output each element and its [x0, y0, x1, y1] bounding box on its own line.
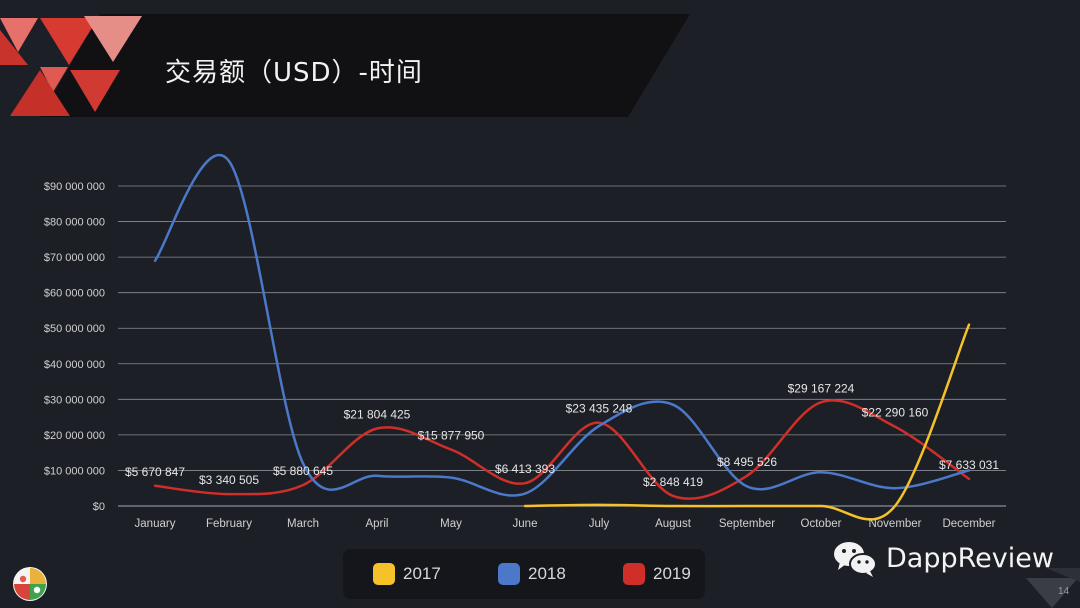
legend-label-2018: 2018 [528, 564, 566, 583]
data-label-2019: $21 804 425 [344, 407, 411, 421]
logo-triangle [70, 70, 120, 112]
data-point-2018 [228, 160, 231, 163]
x-tick-label: February [206, 518, 252, 530]
legend-item-2019: 2019 [623, 561, 691, 587]
data-point-2017 [672, 505, 675, 508]
data-point-2018 [154, 259, 157, 262]
logo-triangle [0, 30, 28, 65]
x-tick-label: January [135, 518, 176, 530]
data-point-2018 [746, 485, 749, 488]
data-label-2019: $15 877 950 [418, 429, 485, 443]
data-point-2019 [302, 484, 305, 487]
x-tick-label: May [440, 518, 462, 530]
legend-swatch-2018 [498, 563, 520, 585]
data-point-2017 [524, 505, 527, 508]
data-label-2019: $6 413 393 [495, 462, 555, 476]
data-label-2019: $3 340 505 [199, 473, 259, 487]
brand-watermark: DappReview [832, 538, 1054, 578]
chart-legend: 2017 2018 2019 [343, 549, 705, 599]
data-point-2019 [228, 493, 231, 496]
title-banner [0, 14, 690, 117]
data-point-2017 [968, 323, 971, 326]
data-point-2018 [376, 474, 379, 477]
legend-item-2018: 2018 [498, 561, 566, 587]
x-tick-label: March [287, 518, 319, 530]
data-label-2019: $23 435 248 [566, 402, 633, 416]
data-point-2017 [598, 503, 601, 506]
series-line-2019 [153, 399, 971, 500]
data-label-2019: $22 290 160 [862, 406, 929, 420]
data-point-2019 [820, 401, 823, 404]
y-tick-label: $0 [93, 501, 105, 513]
legend-label-2017: 2017 [403, 564, 441, 583]
data-point-2018 [820, 471, 823, 474]
y-tick-label: $80 000 000 [44, 217, 105, 229]
x-tick-label: September [719, 518, 775, 530]
legend-label-2019: 2019 [653, 564, 691, 583]
data-label-2019: $29 167 224 [788, 381, 855, 395]
data-point-2019 [672, 494, 675, 497]
dappreview-logo-icon [13, 567, 47, 601]
logo-triangle [10, 70, 70, 116]
logo-triangle [0, 18, 38, 52]
data-point-2019 [598, 421, 601, 424]
data-label-2019: $8 495 526 [717, 455, 777, 469]
data-point-2019 [376, 427, 379, 430]
data-point-2018 [450, 476, 453, 479]
x-tick-label: November [868, 518, 921, 530]
y-tick-label: $10 000 000 [44, 465, 105, 477]
x-tick-label: December [942, 518, 995, 530]
data-point-2019 [524, 482, 527, 485]
y-tick-label: $20 000 000 [44, 430, 105, 442]
brand-name: DappReview [886, 542, 1054, 574]
data-point-2019 [746, 474, 749, 477]
data-point-2018 [672, 403, 675, 406]
y-tick-label: $40 000 000 [44, 359, 105, 371]
data-label-2019: $5 880 645 [273, 464, 333, 478]
logo-triangle [84, 16, 142, 62]
legend-swatch-2017 [373, 563, 395, 585]
series-line-2017 [523, 323, 971, 521]
wechat-icon [834, 542, 877, 577]
data-label-2019: $2 848 419 [643, 475, 703, 489]
x-tick-label: August [655, 518, 692, 530]
data-label-2019: $5 670 847 [125, 465, 185, 479]
data-point-2017 [746, 505, 749, 508]
data-point-2018 [894, 487, 897, 490]
x-tick-label: June [513, 518, 538, 530]
legend-swatch-2019 [623, 563, 645, 585]
x-tick-label: July [589, 518, 610, 530]
x-tick-label: October [801, 518, 842, 530]
corner-triangles [1026, 568, 1080, 608]
logo-triangle [40, 67, 68, 92]
data-point-2019 [450, 448, 453, 451]
data-label-2019: $7 633 031 [939, 458, 999, 472]
page-title: 交易额（USD）-时间 [165, 58, 423, 88]
legend-item-2017: 2017 [373, 561, 441, 587]
data-point-2017 [894, 505, 897, 508]
data-point-2018 [598, 425, 601, 428]
banner-background [40, 14, 690, 117]
data-point-2019 [894, 425, 897, 428]
data-point-2019 [154, 484, 157, 487]
y-tick-label: $30 000 000 [44, 394, 105, 406]
data-point-2017 [820, 505, 823, 508]
x-tick-label: April [365, 518, 388, 530]
data-point-2019 [968, 477, 971, 480]
y-tick-label: $60 000 000 [44, 288, 105, 300]
y-tick-label: $70 000 000 [44, 252, 105, 264]
logo-triangle [40, 18, 98, 65]
data-point-2018 [524, 492, 527, 495]
y-tick-label: $90 000 000 [44, 181, 105, 193]
series-line-2018 [153, 153, 971, 497]
y-tick-label: $50 000 000 [44, 323, 105, 335]
page-number: 14 [1058, 586, 1070, 597]
